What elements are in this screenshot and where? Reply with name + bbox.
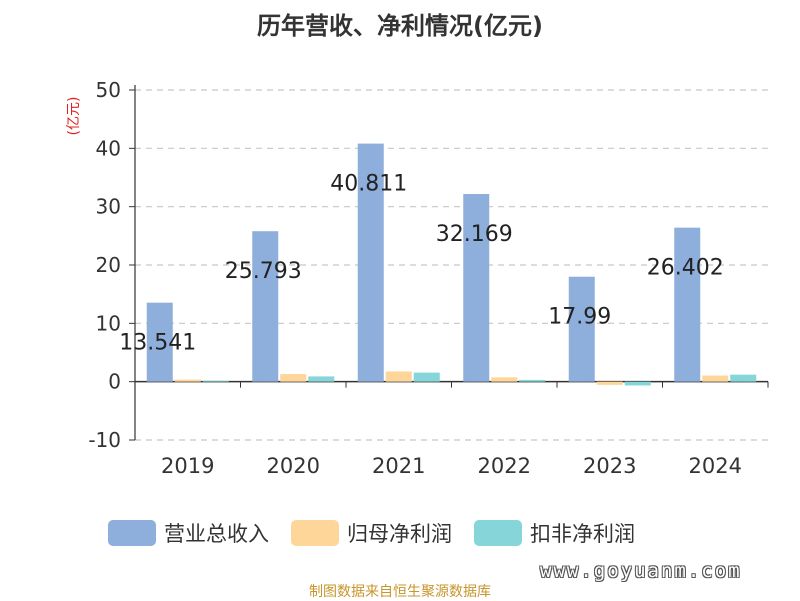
bar-revenue <box>252 231 279 382</box>
x-tick-label: 2023 <box>583 454 636 478</box>
y-tick-label: 50 <box>96 78 121 102</box>
data-label: 25.793 <box>225 259 302 284</box>
bar-deducted-profit <box>624 381 651 386</box>
bar-net-profit <box>596 381 623 385</box>
legend-label-net-profit: 归母净利润 <box>347 522 452 546</box>
legend-label-deducted-profit: 扣非净利润 <box>530 522 635 546</box>
y-tick-label: -10 <box>88 428 121 452</box>
source-note: 制图数据来自恒生聚源数据库 <box>309 584 491 600</box>
y-tick-label: 0 <box>108 370 121 394</box>
bar-revenue <box>146 302 173 382</box>
bar-deducted-profit <box>202 380 229 382</box>
bar-revenue <box>568 276 595 382</box>
chart-title: 历年营收、净利情况(亿元) <box>257 12 543 40</box>
legend-label-revenue: 营业总收入 <box>164 522 269 546</box>
data-label: 40.811 <box>330 172 407 197</box>
legend-item-deducted-profit[interactable]: 扣非净利润 <box>474 518 635 548</box>
data-label: 32.169 <box>436 222 513 247</box>
bar-revenue <box>463 194 490 382</box>
y-tick-label: 30 <box>96 195 121 219</box>
y-axis-label: (亿元) <box>66 97 82 136</box>
x-tick-label: 2019 <box>161 454 214 478</box>
bar-net-profit <box>174 379 201 382</box>
x-tick-label: 2024 <box>689 454 742 478</box>
bar-net-profit <box>702 375 729 382</box>
y-tick-label: 40 <box>96 136 121 160</box>
x-tick-label: 2021 <box>372 454 425 478</box>
data-label: 26.402 <box>647 256 724 281</box>
data-label: 13.541 <box>119 331 196 356</box>
bar-net-profit <box>385 371 412 382</box>
legend-item-revenue[interactable]: 营业总收入 <box>108 518 269 548</box>
x-tick-label: 2022 <box>478 454 531 478</box>
x-tick-label: 2020 <box>267 454 320 478</box>
watermark: www.goyuanm.com <box>540 560 742 582</box>
bar-revenue <box>357 143 384 382</box>
y-tick-label: 20 <box>96 253 121 277</box>
bar-deducted-profit <box>308 376 335 382</box>
legend-swatch-revenue <box>108 520 156 546</box>
y-tick-label: 10 <box>96 311 121 335</box>
bar-deducted-profit <box>519 379 546 382</box>
chart-legend: 营业总收入 归母净利润 扣非净利润 <box>108 518 635 548</box>
bar-net-profit <box>491 377 518 382</box>
legend-swatch-net-profit <box>291 520 339 546</box>
legend-swatch-deducted-profit <box>474 520 522 546</box>
data-label: 17.99 <box>548 305 611 330</box>
bar-deducted-profit <box>413 372 440 382</box>
bar-net-profit <box>280 374 307 382</box>
bar-revenue <box>674 227 701 382</box>
legend-item-net-profit[interactable]: 归母净利润 <box>291 518 452 548</box>
bar-deducted-profit <box>730 374 757 382</box>
